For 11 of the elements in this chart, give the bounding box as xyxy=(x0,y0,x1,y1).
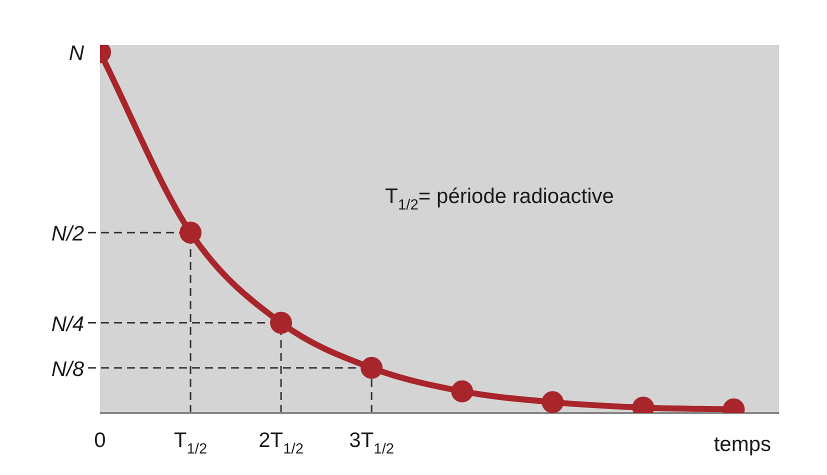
ref-line-label: N/2 xyxy=(51,222,84,246)
ref-line-label: N/4 xyxy=(51,312,84,336)
point xyxy=(542,391,564,413)
y-axis-title: N xyxy=(68,42,85,66)
x-tick-label: 0 xyxy=(94,429,106,452)
ref-line-label: N/8 xyxy=(51,358,84,381)
point xyxy=(360,356,383,379)
x-axis-title: temps xyxy=(714,433,771,456)
point xyxy=(180,222,202,244)
point xyxy=(270,312,292,334)
point xyxy=(451,380,474,402)
